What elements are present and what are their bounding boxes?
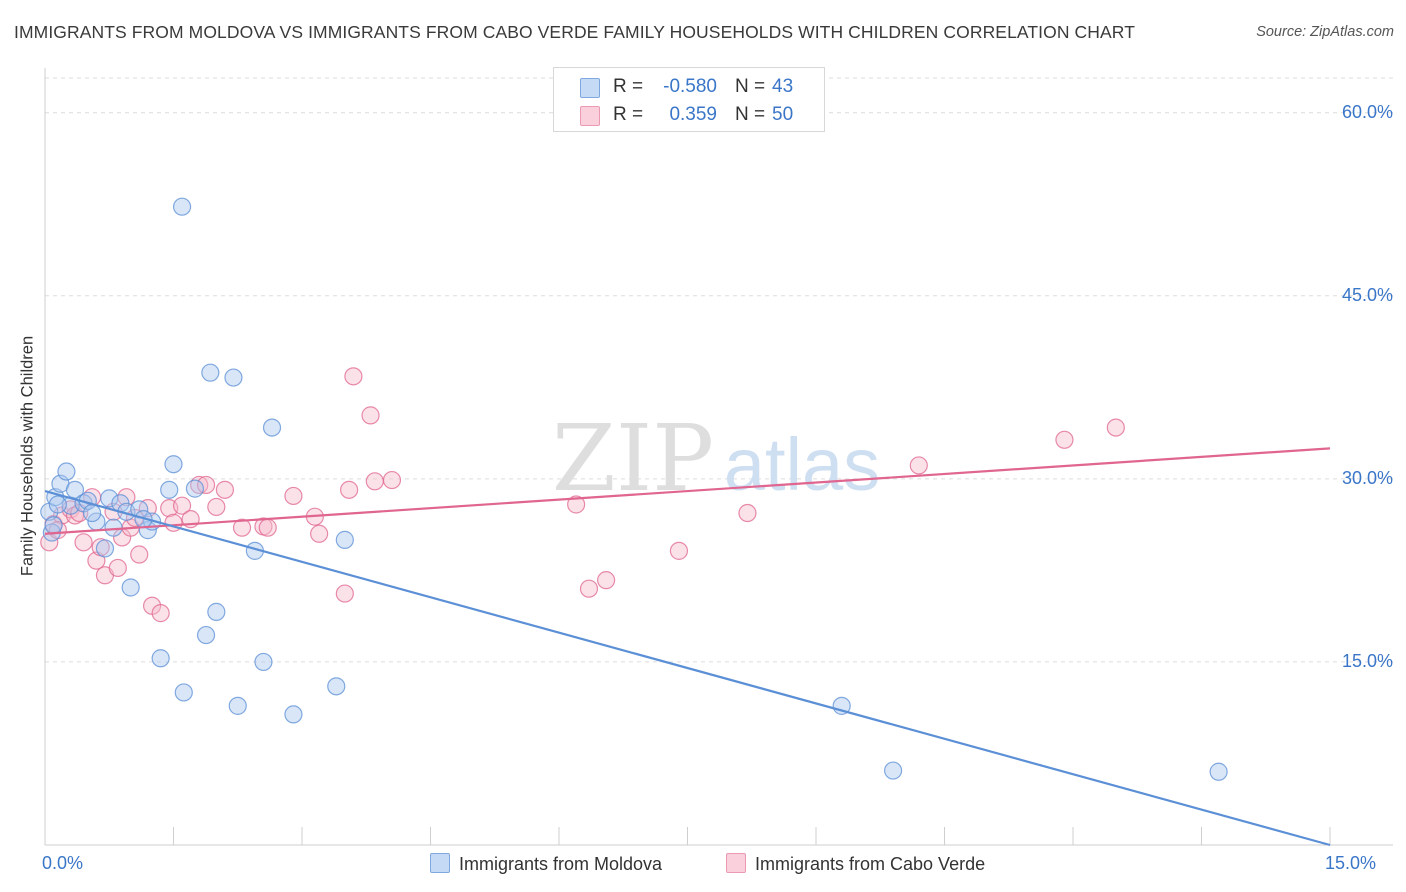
legend-n-label: N = [735,104,766,125]
legend-n-value: 50 [772,104,794,125]
data-point-moldova [164,455,183,474]
data-point-cabo-verde [335,584,354,603]
chart-title: IMMIGRANTS FROM MOLDOVA VS IMMIGRANTS FR… [14,22,1136,42]
data-point-moldova [160,480,179,499]
legend-r-value: 0.359 [669,104,717,125]
series-swatch-moldova [430,853,450,873]
legend-n-value: 43 [772,76,794,97]
data-point-cabo-verde [1106,418,1125,437]
data-point-moldova [228,696,247,715]
y-tick-label: 60.0% [1341,101,1393,122]
series-swatch-cabo-verde [726,853,746,873]
data-point-cabo-verde [151,604,170,623]
data-point-cabo-verde [215,480,234,499]
data-point-cabo-verde [232,518,252,537]
x-tick-label-max: 15.0% [1325,853,1377,873]
data-point-moldova [196,625,216,645]
data-point-moldova [95,539,115,558]
y-tick-label: 15.0% [1341,650,1393,671]
data-point-cabo-verde [344,367,363,386]
data-point-cabo-verde [258,518,277,537]
data-point-moldova [100,489,119,508]
data-point-moldova [48,495,67,514]
data-point-cabo-verde [909,456,928,475]
data-point-cabo-verde [340,480,359,499]
data-point-moldova [335,530,354,549]
y-tick-label: 30.0% [1341,467,1393,488]
source-credit: Source: ZipAtlas.com [1256,24,1394,40]
data-point-moldova [883,761,903,780]
correlation-legend: R = -0.580 N = 43 R = 0.359 N = 50 [553,67,825,132]
data-point-moldova [57,462,76,481]
trend-line-cabo-verde [44,447,1331,535]
data-point-moldova [185,479,205,498]
y-axis-title: Family Households with Children [18,335,37,577]
data-point-cabo-verde [310,524,329,543]
data-point-cabo-verde [669,541,689,560]
axes [44,68,1393,846]
legend-r-label: R = [613,76,644,97]
data-point-cabo-verde [108,558,127,578]
data-point-moldova [207,602,226,621]
legend-swatch-cabo-verde [580,106,600,126]
legend-swatch-moldova [580,78,600,98]
data-point-cabo-verde [1055,430,1074,449]
data-point-moldova [201,363,220,382]
data-point-cabo-verde [284,486,303,506]
legend-row-cabo-verde: R = 0.359 N = 50 [554,101,824,129]
legend-n-label: N = [735,76,766,97]
legend-r-value: -0.580 [663,76,717,97]
data-point-cabo-verde [74,533,93,552]
series-layer [40,197,1331,847]
data-point-cabo-verde [597,571,616,590]
data-point-moldova [151,649,170,668]
data-point-cabo-verde [738,503,757,523]
data-point-cabo-verde [130,545,149,564]
watermark-atlas: atlas [724,423,880,506]
data-point-cabo-verde [579,579,599,598]
data-point-moldova [121,578,140,597]
data-point-moldova [104,518,123,537]
data-point-cabo-verde [382,470,402,490]
data-point-moldova [174,683,193,702]
data-point-moldova [1209,762,1228,781]
data-point-moldova [224,368,243,387]
data-point-moldova [327,677,346,696]
data-point-cabo-verde [361,406,380,425]
y-tick-label: 45.0% [1341,284,1393,305]
series-legend-moldova: Immigrants from Moldova [430,853,662,875]
series-legend-label: Immigrants from Cabo Verde [755,854,986,874]
series-legend-label: Immigrants from Moldova [459,854,663,874]
grid-lines [45,77,1393,663]
legend-r-label: R = [613,104,644,125]
series-legend-cabo-verde: Immigrants from Cabo Verde [726,853,985,875]
legend-row-moldova: R = -0.580 N = 43 [554,73,824,101]
trend-line-moldova [44,490,1331,847]
data-point-cabo-verde [365,472,384,491]
series-points-moldova [40,197,1228,781]
data-point-moldova [254,652,273,672]
data-point-moldova [44,516,63,535]
data-point-cabo-verde [207,497,226,517]
data-point-cabo-verde [172,496,192,515]
data-point-moldova [172,197,192,216]
data-point-moldova [284,705,303,724]
x-tick-label-min: 0.0% [42,853,84,873]
data-point-moldova [83,503,102,523]
data-point-moldova [262,418,282,437]
data-point-cabo-verde [196,475,216,495]
data-point-cabo-verde [567,495,586,514]
